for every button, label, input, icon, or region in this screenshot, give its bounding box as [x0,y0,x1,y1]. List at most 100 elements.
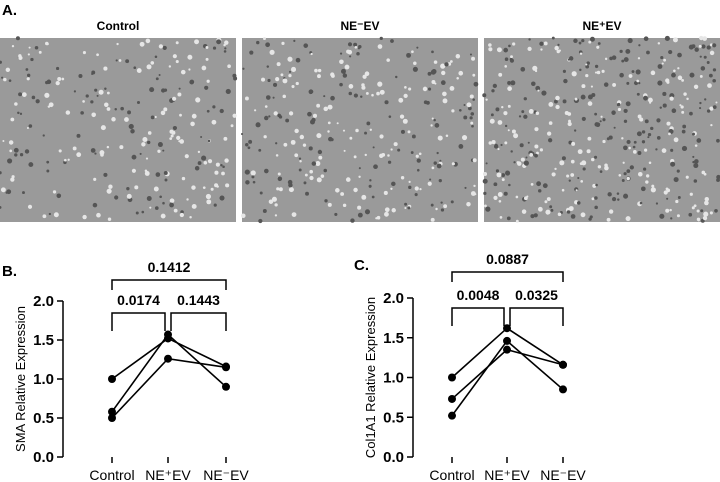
y-tick-label: 0.5 [33,410,54,427]
cell-mark [18,54,22,58]
cell-mark [413,61,417,65]
micrograph-title: NE⁻EV [340,19,379,33]
cell-mark [509,58,515,63]
cell-mark [8,79,12,82]
cell-mark [265,95,271,100]
cell-mark [364,71,370,76]
cell-mark [568,119,571,123]
cell-mark [523,196,528,201]
cell-mark [65,110,71,115]
cell-mark [294,153,299,158]
cell-mark [412,66,418,72]
cell-mark [497,148,500,151]
cell-mark [180,210,184,214]
cell-mark [307,111,312,117]
cell-mark [48,102,54,108]
cell-mark [227,64,231,69]
cell-mark [248,139,253,144]
cell-mark [158,44,164,49]
cell-mark [542,183,548,189]
cell-mark [528,109,534,114]
cell-mark [504,65,507,68]
cell-mark [361,194,367,200]
cell-mark [244,169,250,175]
cell-mark [295,57,301,63]
cell-mark [666,121,671,126]
cell-mark [472,158,477,163]
cell-mark [712,68,717,72]
cell-mark [576,201,581,205]
cell-mark [355,128,359,133]
cell-mark [439,159,442,162]
cell-mark [44,92,50,98]
cell-mark [264,168,269,174]
cell-mark [390,148,393,151]
cell-mark [276,187,280,191]
cell-mark [520,157,525,162]
cell-mark [78,73,83,78]
cell-mark [594,155,598,159]
cell-mark [0,60,2,64]
cell-mark [694,159,699,164]
cell-mark [195,97,201,103]
cell-mark [19,112,23,115]
cell-mark [96,53,99,57]
cell-mark [63,160,67,165]
cell-mark [617,102,621,107]
cell-mark [136,100,141,105]
cell-mark [433,161,437,165]
cell-mark [631,70,635,74]
cell-mark [82,51,86,55]
cell-mark [26,77,30,81]
cell-mark [407,206,411,210]
cell-mark [637,114,642,119]
cell-mark [482,93,487,98]
data-point [559,385,567,394]
cell-mark [298,157,302,160]
cell-mark [451,109,455,113]
cell-mark [11,175,15,179]
cell-mark [134,185,139,190]
cell-mark [26,73,31,78]
cell-mark [689,111,693,116]
cell-mark [547,197,551,201]
micrograph-image [0,38,236,222]
cell-mark [594,64,599,69]
cell-mark [691,206,695,210]
cell-mark [699,55,702,58]
cell-mark [157,142,163,148]
cell-mark [646,50,650,55]
cell-mark [461,134,468,141]
cell-mark [408,87,412,91]
cell-mark [201,65,207,71]
cell-mark [339,52,343,55]
cell-mark [358,167,361,170]
cell-mark [497,192,503,197]
cell-mark [643,36,649,42]
cell-mark [504,57,509,62]
cell-mark [595,122,601,128]
cell-mark [495,169,500,173]
cell-mark [619,72,624,78]
cell-mark [648,161,652,165]
cell-mark [390,39,394,43]
cell-mark [629,165,634,170]
cell-mark [702,36,708,41]
significance-bracket [451,271,564,282]
cell-mark [8,140,14,145]
cell-mark [488,141,492,145]
cell-mark [594,205,598,210]
cell-mark [268,115,271,118]
y-tick-label: 1.0 [383,370,404,387]
cell-mark [507,129,510,132]
cell-mark [194,165,200,171]
data-point [222,363,230,372]
micrograph-panel: NE⁺EV [482,19,720,223]
cell-mark [657,80,663,86]
cell-mark [30,57,34,62]
cell-mark [418,152,422,156]
cell-mark [204,85,209,90]
cell-mark [172,125,178,131]
cell-mark [637,171,643,177]
cell-mark [411,134,416,139]
